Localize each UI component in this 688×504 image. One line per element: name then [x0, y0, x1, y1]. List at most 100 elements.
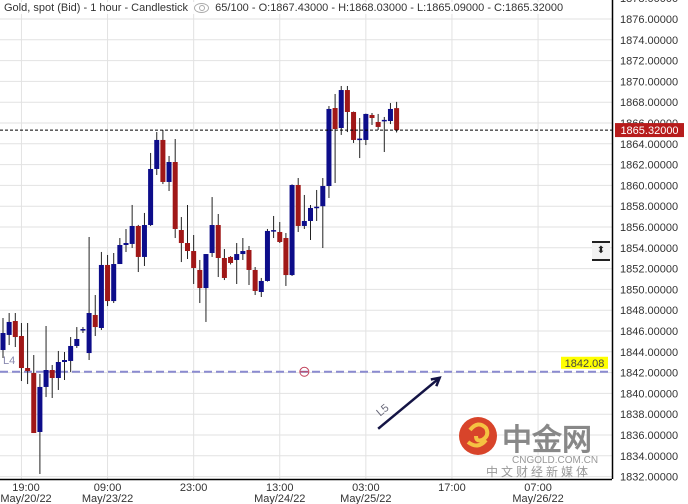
- x-tick-time: 17:00: [438, 482, 466, 494]
- ohlc-stats: 65/100 - O:1867.43000 - H:1868.03000 - L…: [215, 2, 564, 14]
- y-tick-label: 1864.00000: [620, 139, 678, 151]
- candle: [369, 113, 375, 125]
- candle: [117, 238, 123, 265]
- candle: [283, 233, 289, 286]
- candle: [351, 111, 357, 143]
- candle: [123, 228, 129, 252]
- candle: [197, 259, 203, 304]
- candle: [381, 116, 387, 153]
- candle-body: [98, 264, 104, 328]
- x-tick-time: 09:00: [94, 482, 122, 494]
- y-tick-label: 1860.00000: [620, 180, 678, 192]
- candle-body: [55, 361, 61, 379]
- candle: [387, 103, 393, 125]
- candle: [135, 224, 141, 273]
- y-tick-label: 1840.00000: [620, 388, 678, 400]
- candle-body: [326, 108, 332, 187]
- candle-body: [111, 264, 117, 302]
- candle-body: [332, 108, 338, 130]
- candle-body: [160, 139, 166, 182]
- candle: [191, 235, 197, 284]
- eye-icon[interactable]: [194, 3, 210, 14]
- candle-body: [172, 162, 178, 229]
- plot-area: [0, 0, 612, 479]
- candle-body: [283, 238, 289, 276]
- candle: [111, 253, 117, 304]
- candle-body: [178, 230, 184, 244]
- watermark-logo-swirl: [466, 422, 490, 448]
- watermark-domain: CNGOLD.COM.CN: [512, 455, 598, 466]
- candle-body: [264, 230, 270, 281]
- candle-body: [0, 332, 6, 351]
- candle: [62, 352, 67, 380]
- candle-body: [43, 370, 49, 387]
- candle-body: [49, 370, 55, 379]
- candle-body: [80, 329, 86, 331]
- candle: [185, 204, 190, 260]
- candle-body: [258, 280, 264, 292]
- candle-body: [215, 225, 221, 258]
- candle-body: [234, 254, 240, 260]
- candle: [394, 101, 400, 133]
- candle-body: [203, 254, 209, 289]
- x-tick-date: May/24/22: [254, 493, 305, 504]
- candle: [215, 214, 221, 278]
- y-tick-label: 1858.00000: [620, 201, 678, 213]
- candle: [129, 204, 135, 249]
- x-tick-time: 23:00: [180, 482, 208, 494]
- candle-body: [117, 244, 123, 265]
- x-tick-time: 13:00: [266, 482, 294, 494]
- candle: [308, 204, 313, 240]
- candle-body: [74, 339, 80, 346]
- y-tick-label: 1854.00000: [620, 243, 678, 255]
- y-tick-label: 1874.00000: [620, 35, 678, 47]
- candle-body: [12, 321, 18, 338]
- candle: [301, 194, 307, 229]
- anchor-marker-icon: [299, 366, 310, 377]
- candle: [12, 313, 18, 348]
- y-tick-label: 1834.00000: [620, 451, 678, 463]
- candle: [344, 85, 350, 133]
- candle: [18, 322, 24, 382]
- candle-body: [394, 108, 400, 131]
- x-tick-time: 19:00: [12, 482, 40, 494]
- candle: [264, 228, 270, 282]
- candle: [172, 139, 178, 239]
- candle-body: [185, 243, 190, 252]
- candle: [31, 355, 37, 434]
- candle-body: [295, 184, 301, 226]
- candle-body: [314, 206, 320, 209]
- trend-arrow-name: L5: [374, 402, 391, 419]
- candle-body: [68, 345, 74, 361]
- candle: [234, 243, 240, 284]
- trend-arrow-l5: [377, 376, 441, 430]
- y-tick-label: 1836.00000: [620, 430, 678, 442]
- candle-body: [246, 249, 252, 270]
- candle-body: [277, 231, 283, 242]
- candle-body: [271, 230, 277, 232]
- y-tick-label: 1846.00000: [620, 326, 678, 338]
- candle-body: [37, 386, 43, 432]
- candle-body: [129, 225, 135, 244]
- axis-scale-handle-icon[interactable]: ⬍: [592, 241, 610, 261]
- candle: [338, 85, 344, 135]
- candle: [326, 106, 332, 198]
- candle: [295, 178, 301, 232]
- candle-body: [86, 313, 92, 354]
- candle: [314, 189, 320, 221]
- candle-body: [148, 168, 154, 226]
- candle: [49, 365, 55, 398]
- y-tick-label: 1862.00000: [620, 160, 678, 172]
- candle-body: [6, 321, 12, 335]
- instrument-title: Gold, spot (Bid) - 1 hour - Candlestick: [4, 2, 189, 14]
- candle: [148, 152, 154, 226]
- y-tick-label: 1868.00000: [620, 97, 678, 109]
- current-price-label: 1865.32000: [620, 125, 678, 137]
- y-tick-label: 1832.00000: [620, 472, 678, 484]
- candle-body: [363, 113, 369, 140]
- candle-body: [320, 186, 326, 207]
- candle: [252, 267, 258, 296]
- y-tick-label: 1872.00000: [620, 56, 678, 68]
